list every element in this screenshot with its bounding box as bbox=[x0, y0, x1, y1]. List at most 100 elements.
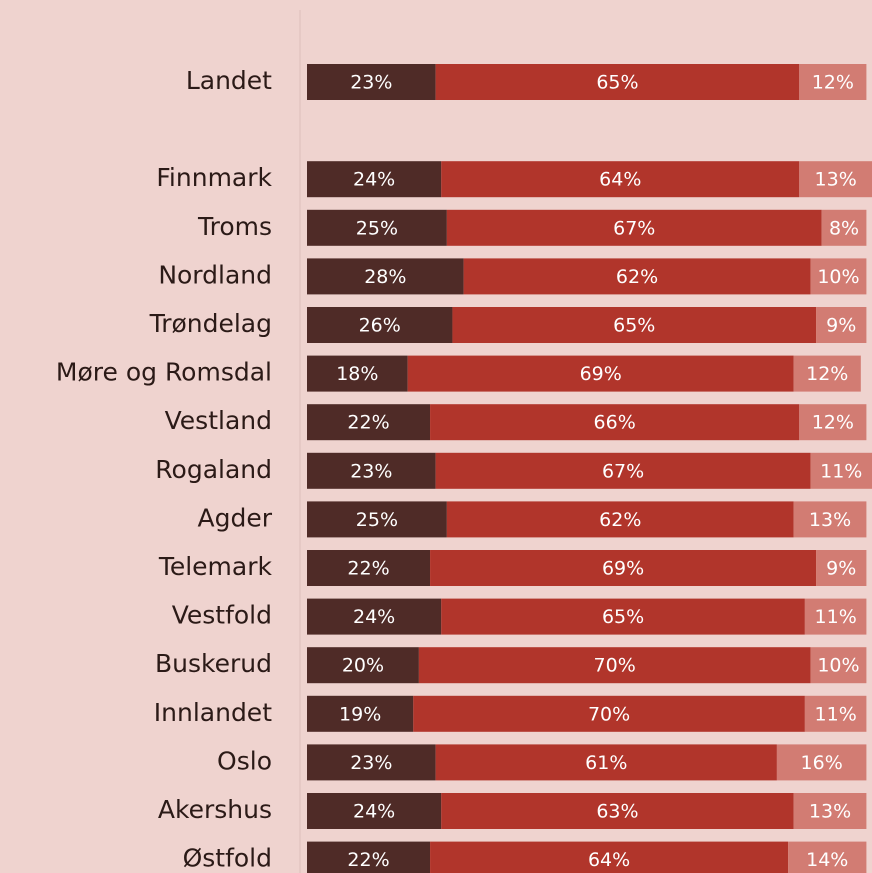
value-label: 63% bbox=[596, 801, 638, 823]
category-label: Landet bbox=[186, 66, 272, 95]
bar-segment bbox=[452, 307, 817, 343]
bar-segment bbox=[804, 598, 867, 635]
value-label: 70% bbox=[594, 655, 636, 677]
bar-segment bbox=[441, 161, 800, 198]
bar-segment bbox=[810, 258, 867, 295]
category-label: Rogaland bbox=[155, 455, 272, 484]
category-label: Innlandet bbox=[154, 698, 272, 727]
bar-segment bbox=[441, 598, 805, 635]
bar-segment bbox=[430, 841, 789, 873]
bar-segment bbox=[463, 258, 811, 295]
category-label: Vestland bbox=[165, 406, 272, 435]
bar-segment bbox=[307, 598, 442, 635]
category-label: Østfold bbox=[183, 844, 272, 873]
value-label: 28% bbox=[364, 266, 406, 288]
value-label: 70% bbox=[588, 703, 630, 725]
bar-segment bbox=[413, 695, 805, 732]
bar-segment bbox=[793, 501, 867, 538]
value-label: 26% bbox=[359, 315, 401, 337]
bar-segment bbox=[799, 161, 872, 198]
value-label: 14% bbox=[806, 849, 848, 871]
value-label: 69% bbox=[580, 363, 622, 385]
category-label: Finnmark bbox=[156, 163, 272, 192]
bar-segment bbox=[307, 744, 436, 781]
bar-segment bbox=[816, 307, 867, 343]
bar-segment bbox=[441, 793, 794, 829]
bar-segment bbox=[793, 793, 867, 829]
bar-segment bbox=[430, 404, 800, 441]
value-label: 20% bbox=[342, 655, 384, 677]
value-label: 10% bbox=[817, 266, 859, 288]
value-label: 25% bbox=[356, 509, 398, 531]
value-label: 13% bbox=[815, 169, 857, 191]
value-label: 67% bbox=[602, 460, 644, 482]
value-label: 16% bbox=[801, 752, 843, 774]
bar-segment bbox=[307, 550, 431, 586]
value-label: 19% bbox=[339, 703, 381, 725]
value-label: 13% bbox=[809, 801, 851, 823]
bar-segment bbox=[307, 695, 414, 732]
category-label: Nordland bbox=[158, 260, 272, 289]
value-label: 22% bbox=[347, 558, 389, 580]
category-label: Buskerud bbox=[155, 649, 272, 678]
bar-segment bbox=[793, 355, 861, 392]
value-label: 11% bbox=[815, 606, 857, 628]
value-label: 69% bbox=[602, 558, 644, 580]
bar-segment bbox=[804, 695, 867, 732]
category-label: Vestfold bbox=[172, 601, 272, 630]
value-label: 61% bbox=[585, 752, 627, 774]
bar-segment bbox=[776, 744, 867, 781]
value-label: 65% bbox=[613, 315, 655, 337]
value-label: 66% bbox=[594, 412, 636, 434]
category-label: Telemark bbox=[158, 552, 273, 581]
value-label: 65% bbox=[596, 72, 638, 94]
value-label: 24% bbox=[353, 606, 395, 628]
bar-segment bbox=[307, 64, 436, 100]
bar-segment bbox=[418, 647, 811, 684]
value-label: 62% bbox=[616, 266, 658, 288]
bar-segment bbox=[307, 647, 419, 684]
value-label: 25% bbox=[356, 217, 398, 239]
value-label: 9% bbox=[826, 315, 856, 337]
bar-segment bbox=[435, 452, 811, 489]
bar-segment bbox=[816, 550, 867, 586]
bar-segment bbox=[799, 64, 867, 100]
bar-segment bbox=[799, 404, 867, 441]
value-label: 64% bbox=[588, 849, 630, 871]
value-label: 23% bbox=[350, 752, 392, 774]
bar-segment bbox=[435, 64, 800, 100]
value-label: 67% bbox=[613, 217, 655, 239]
value-label: 10% bbox=[817, 655, 859, 677]
value-label: 64% bbox=[599, 169, 641, 191]
bar-segment bbox=[810, 452, 872, 489]
bar-segment bbox=[430, 550, 817, 586]
value-label: 22% bbox=[347, 849, 389, 871]
bar-segment bbox=[307, 209, 447, 246]
category-label: Oslo bbox=[217, 746, 272, 775]
value-label: 12% bbox=[812, 412, 854, 434]
bar-segment bbox=[446, 209, 822, 246]
category-label: Møre og Romsdal bbox=[56, 358, 272, 387]
bar-segment bbox=[821, 209, 867, 246]
bar-segment bbox=[407, 355, 794, 392]
value-label: 11% bbox=[820, 460, 862, 482]
category-label: Troms bbox=[197, 212, 272, 241]
category-label: Akershus bbox=[158, 795, 272, 824]
bar-segment bbox=[435, 744, 777, 781]
bar-segment bbox=[307, 452, 436, 489]
value-label: 12% bbox=[812, 72, 854, 94]
bar-segment bbox=[788, 841, 867, 873]
bar-segment bbox=[446, 501, 794, 538]
value-label: 22% bbox=[347, 412, 389, 434]
value-label: 9% bbox=[826, 558, 856, 580]
value-label: 62% bbox=[599, 509, 641, 531]
value-label: 24% bbox=[353, 169, 395, 191]
value-label: 13% bbox=[809, 509, 851, 531]
bar-segment bbox=[307, 501, 447, 538]
value-label: 65% bbox=[602, 606, 644, 628]
value-label: 23% bbox=[350, 460, 392, 482]
value-label: 11% bbox=[815, 703, 857, 725]
bar-segment bbox=[810, 647, 867, 684]
